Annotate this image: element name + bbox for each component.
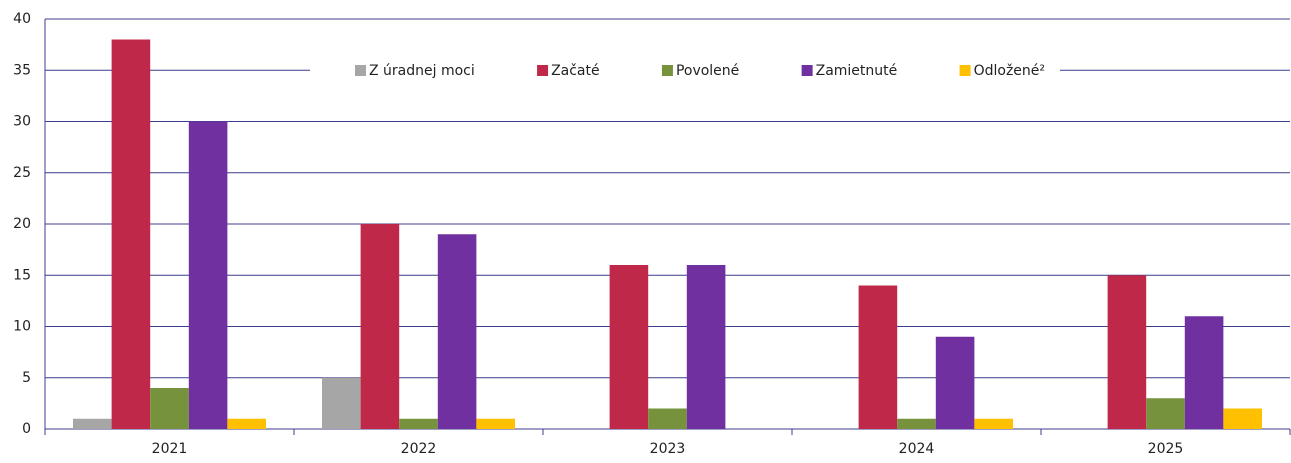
bar: [935, 336, 975, 429]
bar: [188, 121, 228, 429]
x-tick-label: 2023: [650, 441, 686, 457]
legend-label: Povolené: [676, 63, 739, 79]
y-tick-label: 40: [13, 11, 31, 27]
bar: [897, 418, 936, 429]
bar: [1146, 398, 1185, 429]
y-tick-label: 20: [13, 216, 31, 232]
legend-swatch: [537, 65, 549, 76]
x-tick-label: 2022: [401, 441, 437, 457]
bar: [437, 234, 477, 429]
y-tick-label: 30: [13, 114, 31, 130]
legend-swatch: [959, 65, 971, 76]
x-tick-label: 2025: [1148, 441, 1184, 457]
y-tick-label: 5: [22, 370, 31, 386]
bar: [686, 265, 726, 429]
x-tick-label: 2021: [152, 441, 188, 457]
y-tick-label: 25: [13, 165, 31, 181]
bar: [150, 388, 189, 429]
bar: [1184, 316, 1224, 429]
bar: [111, 39, 151, 429]
legend-swatch: [661, 65, 673, 76]
bar: [648, 408, 687, 429]
legend-label: Zamietnuté: [816, 63, 898, 79]
legend-label: Odložené²: [974, 63, 1045, 79]
bar: [974, 418, 1013, 429]
x-tick-label: 2024: [899, 441, 935, 457]
legend-label: Z úradnej moci: [369, 63, 475, 79]
legend-label: Začaté: [551, 63, 600, 79]
bar: [360, 224, 400, 429]
bar: [227, 418, 266, 429]
bar: [1223, 408, 1262, 429]
legend-background: [310, 59, 1060, 83]
bar: [476, 418, 515, 429]
legend-swatch: [355, 65, 366, 76]
bar: [322, 377, 361, 429]
y-tick-label: 10: [13, 319, 31, 335]
y-tick-label: 15: [13, 267, 31, 283]
bar: [858, 285, 898, 429]
bar: [73, 418, 112, 429]
bar: [1107, 275, 1147, 429]
bar: [609, 265, 649, 429]
legend-swatch: [801, 65, 813, 76]
y-tick-label: 35: [13, 62, 31, 78]
y-tick-label: 0: [22, 421, 31, 437]
bar: [399, 418, 438, 429]
